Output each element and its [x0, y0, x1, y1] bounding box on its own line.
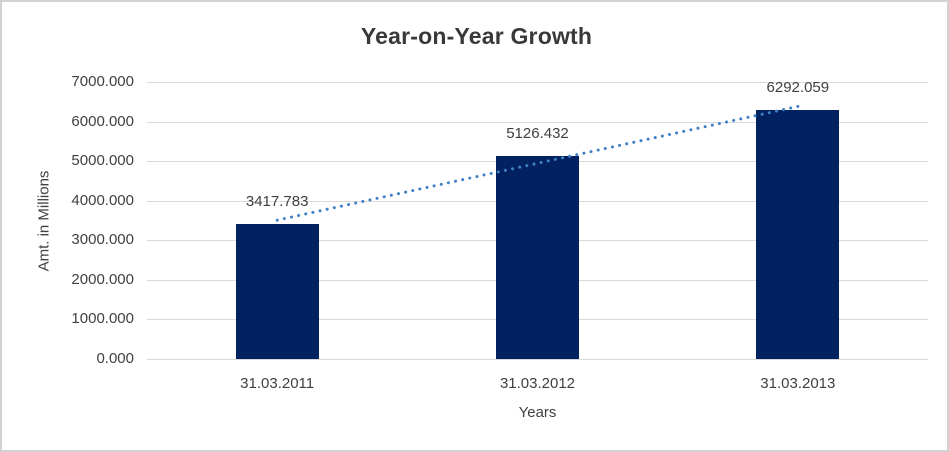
x-tick-label: 31.03.2012 [499, 375, 576, 392]
y-tick-label: 7000.000 [71, 73, 134, 90]
x-tick-label: 31.03.2011 [240, 375, 315, 392]
bar [235, 223, 319, 359]
gridline [147, 82, 928, 83]
y-axis-title: Amt. in Millions [35, 170, 53, 272]
gridline [147, 359, 928, 360]
y-tick-label: 3000.000 [71, 231, 134, 249]
y-tick-label: 5000.000 [71, 152, 134, 170]
bar [756, 110, 840, 359]
y-tick-label: 1000.000 [71, 310, 134, 328]
data-label: 5126.432 [506, 125, 569, 143]
x-axis-title: Years [518, 404, 557, 421]
data-label: 3417.783 [245, 192, 309, 210]
chart-title: Year-on-Year Growth [360, 23, 593, 49]
y-tick-label: 2000.000 [71, 270, 134, 288]
y-tick-label: 6000.000 [71, 112, 134, 130]
data-label: 6292.059 [766, 79, 830, 96]
y-tick-label: 4000.000 [71, 191, 134, 209]
y-tick-label: 0.000 [96, 350, 134, 367]
x-tick-label: 31.03.2013 [760, 375, 836, 392]
bar [496, 156, 579, 359]
